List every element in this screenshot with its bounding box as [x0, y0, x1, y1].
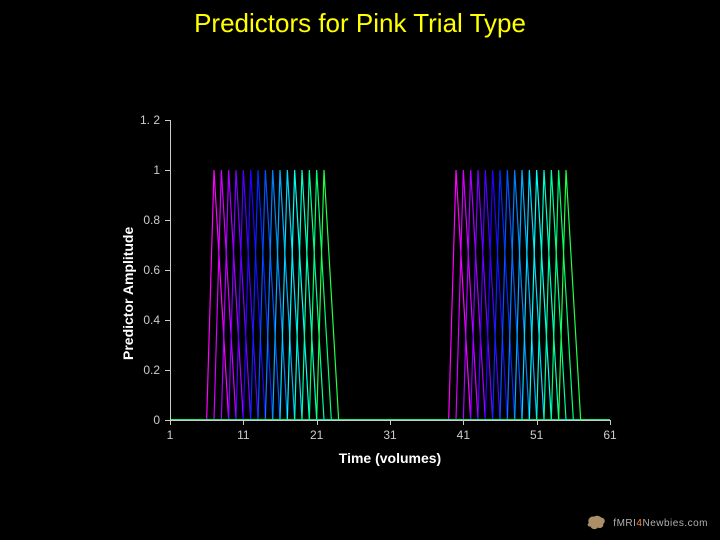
y-tick-mark	[165, 170, 170, 171]
x-tick-label: 1	[155, 428, 185, 442]
logo-suffix: Newbies	[642, 518, 684, 529]
x-tick-label: 11	[228, 428, 258, 442]
page-title: Predictors for Pink Trial Type	[0, 8, 720, 39]
y-tick-mark	[165, 270, 170, 271]
y-tick-mark	[165, 120, 170, 121]
x-tick-mark	[243, 420, 244, 425]
x-tick-mark	[610, 420, 611, 425]
x-axis-label: Time (volumes)	[170, 450, 610, 466]
x-tick-mark	[537, 420, 538, 425]
logo-text: fMRI4Newbies.com	[613, 518, 708, 529]
logo-domain: .com	[684, 518, 708, 529]
x-tick-label: 31	[375, 428, 405, 442]
y-tick-mark	[165, 220, 170, 221]
y-tick-label: 0	[100, 413, 160, 427]
plot-area	[170, 120, 610, 420]
x-tick-label: 21	[302, 428, 332, 442]
watermark-logo: fMRI4Newbies.com	[585, 514, 708, 532]
y-axis-line	[170, 120, 171, 420]
x-tick-mark	[170, 420, 171, 425]
y-tick-label: 1. 2	[100, 113, 160, 127]
brain-icon	[585, 514, 607, 532]
x-tick-label: 41	[448, 428, 478, 442]
y-tick-mark	[165, 370, 170, 371]
predictor-chart: 00.20.40.60.811. 2 1112131415161 Predict…	[100, 110, 630, 480]
y-tick-label: 0.2	[100, 363, 160, 377]
y-tick-mark	[165, 320, 170, 321]
x-tick-label: 61	[595, 428, 625, 442]
x-tick-mark	[390, 420, 391, 425]
y-axis-label: Predictor Amplitude	[120, 227, 136, 360]
x-tick-mark	[317, 420, 318, 425]
chart-lines	[170, 120, 610, 420]
x-tick-mark	[463, 420, 464, 425]
y-tick-label: 1	[100, 163, 160, 177]
y-tick-label: 0.8	[100, 213, 160, 227]
logo-prefix: fMRI	[613, 518, 636, 529]
slide: Predictors for Pink Trial Type 00.20.40.…	[0, 0, 720, 540]
x-tick-label: 51	[522, 428, 552, 442]
